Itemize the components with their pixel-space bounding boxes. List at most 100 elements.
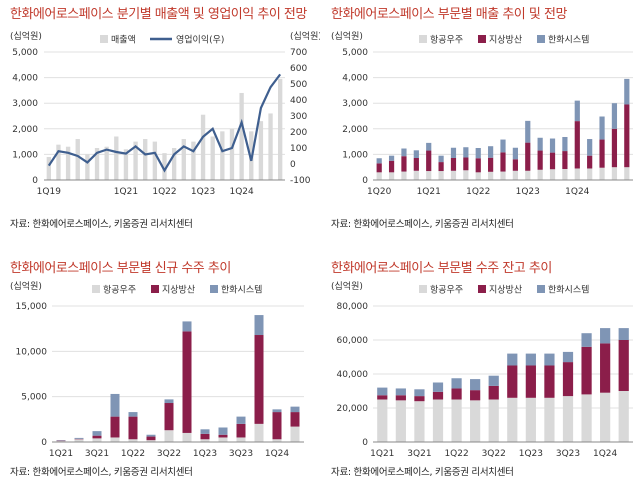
y-tick-label: 700 <box>290 48 307 58</box>
bar-sales <box>191 141 196 180</box>
bar-segment-systems <box>618 328 629 340</box>
chart-panel-1: 한화에어로스페이스 분기별 매출액 및 영업이익 추이 전망 (십억원) (십억원… <box>0 0 320 242</box>
chart-source: 자료: 한화에어로스페이스, 키움증권 리서치센터 <box>10 467 193 478</box>
bar-segment-systems <box>599 116 605 140</box>
bar-sales <box>133 141 138 180</box>
bar-segment-aerospace <box>574 168 580 180</box>
bar-segment-aerospace <box>488 171 494 180</box>
bar-segment-aerospace <box>426 171 432 180</box>
bar-segment-defense <box>272 412 282 440</box>
bar-segment-defense <box>413 157 419 171</box>
legend-swatch <box>100 35 108 43</box>
bar-segment-aerospace <box>463 170 469 180</box>
bar-segment-defense <box>537 150 543 170</box>
bar-segment-defense <box>600 343 611 393</box>
bar-segment-aerospace <box>600 392 611 442</box>
chart-title: 한화에어로스페이스 부문별 수주 잔고 추이 <box>331 261 552 276</box>
x-tick-label: 1Q20 <box>367 187 392 197</box>
y-tick-label: 1,000 <box>12 150 38 160</box>
bar-segment-aerospace <box>587 168 593 180</box>
y-axis-unit: (십억원) <box>331 280 363 292</box>
bar-sales <box>85 154 90 180</box>
bar-segment-aerospace <box>599 167 605 180</box>
bar-segment-defense <box>549 152 556 170</box>
chart-panel-2: 한화에어로스페이스 부문별 매출 추이 및 전망 (십억원) 0 1,000 2,00… <box>321 0 641 242</box>
y-tick-label: -100 <box>290 176 311 186</box>
bar-segment-defense <box>182 331 192 433</box>
bar-segment-systems <box>488 146 494 158</box>
legend-label: 항공우주 <box>430 35 463 46</box>
x-tick-label: 1Q24 <box>265 449 290 459</box>
bar-segment-aerospace <box>74 439 84 442</box>
bar-sales <box>162 153 167 180</box>
bar-segment-defense <box>488 385 499 400</box>
bar-segment-defense <box>574 121 580 169</box>
bar-segment-systems <box>432 382 444 392</box>
bar-segment-systems <box>451 378 462 389</box>
y-tick-label: 15,000 <box>16 302 48 312</box>
x-tick-label: 1Q23 <box>519 449 543 459</box>
x-tick-label: 3Q23 <box>229 449 253 459</box>
x-tick-label: 3Q21 <box>407 449 431 459</box>
bar-segment-systems <box>470 379 481 391</box>
legend-swatch <box>151 285 159 293</box>
bar-segment-defense <box>254 335 264 424</box>
x-tick-label: 3Q22 <box>482 449 506 459</box>
y-tick-label: 0 <box>41 438 47 448</box>
legend-label: 영업이익(우) <box>176 34 224 46</box>
y-tick-label: 3,000 <box>342 99 368 109</box>
bar-segment-systems <box>574 100 580 122</box>
bar-segment-systems <box>549 138 556 153</box>
y-tick-label: 500 <box>290 80 307 90</box>
bar-segment-systems <box>611 103 618 129</box>
bar-segment-aerospace <box>438 171 444 180</box>
chart-new-orders: (십억원) 0 5,000 10,000 15,000 항공우주 지상방산 한화시스템 1Q21… <box>10 280 304 459</box>
bar-sales <box>123 149 129 180</box>
bar-segment-aerospace <box>388 172 395 180</box>
bar-segment-defense <box>128 416 138 440</box>
x-tick-label: 1Q24 <box>593 449 618 459</box>
y-tick-label: 2,000 <box>342 125 368 135</box>
legend-label: 한화시스템 <box>221 284 262 296</box>
bar-segment-defense <box>618 340 629 391</box>
x-tick-label: 3Q22 <box>157 449 181 459</box>
bar-segment-defense <box>525 365 536 398</box>
legend-label: 한화시스템 <box>548 34 589 46</box>
bar-segment-defense <box>611 128 618 168</box>
bar-segment-systems <box>624 78 630 105</box>
bar-segment-defense <box>164 403 174 431</box>
legend-label: 지상방산 <box>489 35 522 46</box>
y-tick-label: 4,000 <box>12 74 38 84</box>
x-tick-label: 1Q24 <box>565 187 590 197</box>
y-tick-label: 0 <box>290 160 296 170</box>
bar-segment-aerospace <box>200 439 210 442</box>
y-tick-label: 1,000 <box>342 150 368 160</box>
bar-segment-aerospace <box>182 432 192 442</box>
legend-swatch <box>478 285 486 293</box>
bar-segment-aerospace <box>544 397 555 442</box>
x-tick-label: 1Q21 <box>49 449 73 459</box>
chart-source: 자료: 한화에어로스페이스, 키움증권 리서치센터 <box>331 219 514 230</box>
y-tick-label: 10,000 <box>16 347 48 357</box>
bar-segment-defense <box>401 156 407 172</box>
bar-segment-defense <box>562 151 568 169</box>
bar-segment-systems <box>414 389 425 397</box>
bar-segment-systems <box>525 120 531 143</box>
bar-segment-defense <box>587 155 593 169</box>
legend-label: 매출액 <box>111 34 136 46</box>
bar-sales <box>104 146 109 180</box>
y-tick-label: 5,000 <box>21 393 47 403</box>
x-tick-label: 3Q23 <box>556 449 580 459</box>
y-tick-label: 200 <box>290 128 307 138</box>
bar-segment-aerospace <box>146 440 156 442</box>
bar-sales <box>114 136 119 180</box>
bar-segment-systems <box>438 155 444 163</box>
bar-segment-systems <box>182 321 192 332</box>
bar-segment-defense <box>507 365 518 398</box>
bar-segment-defense <box>438 162 444 172</box>
bar-segment-aerospace <box>432 399 444 442</box>
bar-segment-systems <box>413 150 419 158</box>
bar-segment-aerospace <box>549 169 556 180</box>
chart-source: 자료: 한화에어로스페이스, 키움증권 리서치센터 <box>331 467 514 478</box>
bar-segment-aerospace <box>581 394 592 442</box>
